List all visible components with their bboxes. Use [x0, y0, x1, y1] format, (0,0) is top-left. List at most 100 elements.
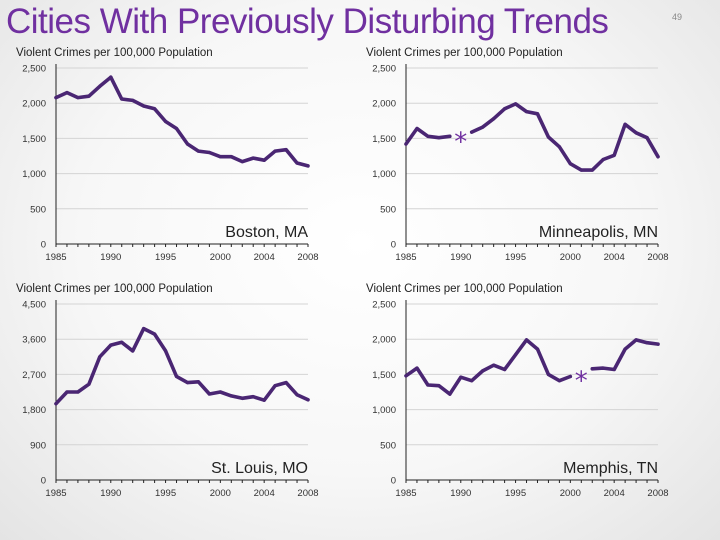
data-point	[524, 110, 529, 114]
data-point	[656, 342, 660, 346]
city-label-boston-ma: Boston, MA	[225, 224, 308, 241]
x-tick-label: 2000	[560, 488, 581, 499]
data-point	[535, 347, 540, 351]
data-point	[185, 142, 190, 146]
data-point	[481, 125, 485, 129]
x-tick-label: 1990	[100, 488, 121, 499]
data-point	[470, 379, 474, 383]
x-tick-label: 1990	[450, 488, 471, 499]
y-tick-label: 1,500	[372, 134, 396, 145]
y-tick-label: 2,500	[372, 300, 396, 311]
data-point	[415, 126, 419, 131]
y-tick-label: 0	[391, 476, 396, 487]
data-point	[87, 94, 91, 98]
data-point	[240, 396, 244, 400]
data-point	[262, 398, 266, 402]
data-point	[174, 126, 179, 131]
y-axis-label: Violent Crimes per 100,000 Population	[16, 47, 213, 59]
y-tick-label: 0	[41, 240, 46, 251]
data-point	[590, 168, 594, 172]
x-tick-label: 2008	[297, 252, 318, 263]
y-tick-label: 500	[380, 204, 396, 215]
data-point	[645, 341, 649, 345]
data-point	[601, 366, 605, 370]
x-tick-label: 1990	[100, 252, 121, 263]
data-point	[284, 381, 288, 385]
data-point	[568, 162, 572, 166]
y-tick-label: 4,500	[22, 300, 46, 311]
data-point	[142, 327, 146, 331]
data-point	[98, 355, 102, 359]
data-point	[109, 343, 113, 347]
data-point	[492, 117, 496, 121]
data-point	[404, 142, 408, 146]
data-point	[623, 122, 627, 126]
data-point	[513, 353, 518, 357]
data-point	[448, 134, 452, 138]
data-point	[448, 392, 452, 396]
data-point	[426, 134, 430, 138]
data-point	[623, 347, 627, 351]
data-point	[163, 349, 168, 353]
series-line	[469, 102, 660, 172]
data-point	[142, 104, 146, 108]
city-label-memphis-tn: Memphis, TN	[563, 460, 658, 477]
data-point	[120, 97, 124, 101]
data-point	[185, 381, 190, 385]
data-point	[196, 380, 201, 384]
data-point	[87, 382, 91, 386]
data-point	[612, 367, 616, 372]
data-point	[470, 130, 474, 134]
chart-boston: Violent Crimes per 100,000 Population 0 50…	[16, 47, 319, 263]
chart-st-louis: Violent Crimes per 100,000 Population 0 90…	[16, 283, 319, 499]
data-point	[557, 145, 561, 149]
data-point	[579, 168, 583, 172]
data-point	[240, 160, 244, 164]
y-tick-label: 3,600	[22, 335, 46, 346]
data-point	[524, 338, 529, 342]
data-point	[207, 150, 211, 155]
x-tick-label: 1985	[45, 488, 66, 499]
data-point	[251, 156, 255, 160]
y-tick-label: 0	[41, 476, 46, 487]
y-axis-label: Violent Crimes per 100,000 Population	[366, 283, 563, 295]
asterisk-marker: *	[575, 366, 588, 396]
y-tick-label: 900	[30, 440, 46, 451]
data-point	[98, 84, 102, 88]
data-point	[306, 164, 310, 168]
data-point	[76, 95, 80, 100]
data-point	[295, 161, 299, 165]
y-tick-label: 1,000	[372, 169, 396, 180]
y-tick-label: 2,000	[372, 99, 396, 110]
data-point	[273, 149, 277, 153]
data-point	[153, 107, 157, 111]
data-point	[207, 392, 211, 396]
data-point	[437, 384, 441, 388]
y-tick-label: 2,000	[372, 335, 396, 346]
city-label-minneapolis-mn: Minneapolis, MN	[539, 224, 658, 241]
y-tick-label: 1,800	[22, 405, 46, 416]
chart-minneapolis: Violent Crimes per 100,000 Population 0 50…	[366, 47, 669, 263]
y-axis-label: Violent Crimes per 100,000 Population	[16, 283, 213, 295]
data-point	[645, 136, 649, 140]
x-tick-label: 1985	[45, 252, 66, 263]
x-tick-label: 1995	[155, 488, 176, 499]
data-point	[131, 349, 135, 353]
data-point	[568, 374, 572, 379]
y-tick-label: 2,000	[22, 99, 46, 110]
x-tick-label: 1985	[395, 252, 416, 263]
data-point	[174, 374, 179, 378]
data-point	[262, 158, 266, 162]
data-point	[153, 332, 157, 336]
x-tick-label: 2004	[604, 488, 625, 499]
y-tick-label: 2,500	[22, 64, 46, 75]
data-point	[65, 390, 69, 394]
x-tick-label: 2008	[647, 488, 668, 499]
series-line	[54, 75, 310, 168]
x-tick-label: 1995	[505, 488, 526, 499]
data-point	[229, 155, 233, 159]
page-number: 49	[672, 12, 683, 22]
data-point	[404, 374, 408, 378]
data-point	[459, 375, 463, 379]
x-tick-label: 1995	[155, 252, 176, 263]
